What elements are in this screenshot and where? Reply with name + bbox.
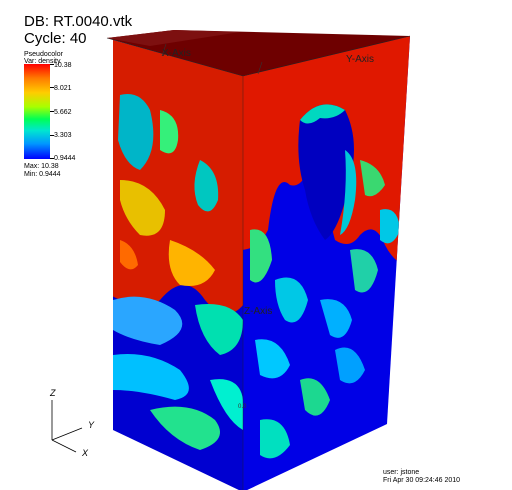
colorbar-tick: [50, 87, 54, 88]
colorbar-tick-label: 8.021: [54, 85, 72, 92]
colorbar-tick-label: 3.303: [54, 132, 72, 139]
colorbar-tick: [50, 158, 54, 159]
legend-variable: Var: density: [24, 58, 61, 65]
axis-tick: [257, 61, 263, 75]
colorbar-tick-label: 0.9444: [54, 155, 76, 162]
legend-min: Min: 0.9444: [24, 171, 61, 178]
colorbar-tick: [50, 64, 54, 65]
triad-x-label: X: [81, 448, 89, 458]
box-left-face: [113, 40, 243, 490]
triad-y-label: Y: [88, 420, 95, 430]
cycle-label: Cycle: 40: [24, 30, 87, 47]
axes-triad: [51, 400, 83, 453]
date-label: Fri Apr 30 09:24:46 2010: [383, 477, 461, 484]
database-title: DB: RT.0040.vtk: [24, 13, 133, 30]
colorbar-tick: [50, 135, 54, 136]
legend-max: Max: 10.38: [24, 163, 59, 170]
x-axis-label: X-Axis: [162, 48, 191, 59]
axis-tick: [161, 43, 167, 57]
triad-z-label: Z: [49, 388, 56, 398]
user-label: user: jstone: [383, 469, 420, 476]
colorbar-tick: [50, 111, 54, 112]
colorbar-tick-label: 5.662: [54, 109, 72, 116]
box-right-face: [243, 36, 410, 490]
legend-plot-type: Pseudocolor: [24, 51, 63, 58]
z-axis-tick-label: 0.0: [238, 404, 247, 410]
box-top-face: [107, 30, 410, 76]
colorbar-tick-label: 10.38: [54, 62, 72, 69]
y-axis-label: Y-Axis: [346, 54, 374, 65]
colorbar: [24, 64, 54, 159]
z-axis-label: Z-Axis: [244, 306, 272, 317]
box-top-highlight: [107, 30, 240, 46]
